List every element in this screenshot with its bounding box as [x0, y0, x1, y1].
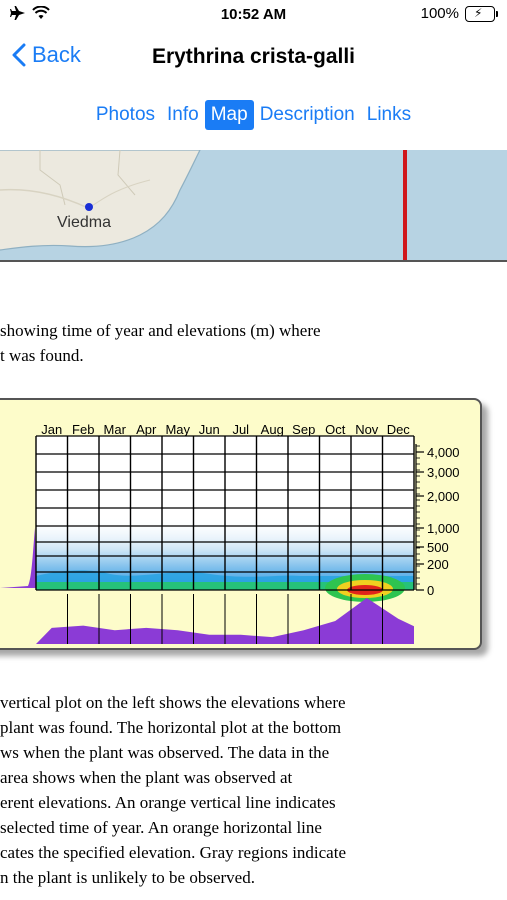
month-label: Mar	[104, 422, 127, 437]
elevation-time-chart: 4,000 3,000 2,000 1,000 500 200 0 Jan Feb Mar Apr…	[0, 422, 460, 644]
tab-map[interactable]: Map	[204, 100, 254, 130]
location-marker-icon[interactable]	[84, 202, 94, 212]
body-text-line: erent elevations. An orange vertical lin…	[0, 793, 336, 812]
page-title: Erythrina crista-galli	[151, 45, 356, 68]
map-graphic	[0, 150, 407, 260]
airplane-icon	[10, 6, 25, 20]
tab-photos[interactable]: Photos	[95, 104, 156, 125]
body-text-line: selected time of year. An orange horizon…	[0, 818, 322, 837]
month-label: Nov	[355, 422, 379, 437]
month-label: Apr	[136, 422, 157, 437]
month-label: Jun	[199, 422, 220, 437]
month-label: Feb	[72, 422, 94, 437]
tab-bar: Photos Info Map Description Links	[0, 100, 507, 130]
elevation-tick-label: 200	[427, 557, 449, 572]
body-text-line: vertical plot on the left shows the elev…	[0, 693, 346, 712]
tab-links[interactable]: Links	[366, 104, 412, 125]
status-icons-right: 100% ⚡	[420, 5, 498, 22]
wifi-icon	[32, 6, 50, 19]
month-label: Jan	[41, 422, 62, 437]
tab-info[interactable]: Info	[167, 104, 199, 125]
body-text-line: cates the specified elevation. Gray regi…	[0, 843, 346, 862]
month-label: Sep	[292, 422, 315, 437]
back-button[interactable]: Back	[12, 42, 81, 68]
body-text-line: area shows when the plant was observed a…	[0, 768, 293, 787]
elevation-axis: 4,000 3,000 2,000 1,000 500 200 0	[415, 444, 460, 598]
battery-icon: ⚡	[465, 5, 498, 22]
month-label: Oct	[325, 422, 346, 437]
chevron-left-icon	[12, 43, 26, 67]
observation-plot	[36, 594, 414, 644]
elevation-tick-label: 3,000	[427, 465, 460, 480]
elevation-tick-label: 1,000	[427, 521, 460, 536]
back-label: Back	[32, 42, 81, 67]
clock: 10:52 AM	[220, 6, 287, 23]
month-label: Jul	[232, 422, 249, 437]
body-text-line: ws when the plant was observed. The data…	[0, 743, 330, 762]
intro-text-line: showing time of year and elevations (m) …	[0, 321, 321, 340]
navigation-bar: Back Erythrina crista-galli	[0, 36, 507, 80]
body-text-line: plant was found. The horizontal plot at …	[0, 718, 342, 737]
month-label: May	[165, 422, 190, 437]
battery-percent: 100%	[420, 5, 459, 22]
body-text-line: n the plant is unlikely to be observed.	[0, 868, 255, 887]
month-label: Aug	[261, 422, 284, 437]
elevation-tick-label: 500	[427, 540, 449, 555]
intro-text-line: t was found.	[0, 346, 84, 365]
map-view[interactable]	[0, 150, 507, 262]
elevation-tick-label: 4,000	[427, 445, 460, 460]
month-axis: Jan Feb Mar Apr May Jun Jul Aug Sep Oct Nov Dec	[41, 422, 410, 437]
map-place-label: Viedma	[57, 214, 111, 231]
status-bar: 10:52 AM 100% ⚡	[0, 0, 507, 32]
chart-grid	[35, 435, 415, 591]
elevation-tick-label: 0	[427, 583, 434, 598]
elevation-tick-label: 2,000	[427, 489, 460, 504]
status-icons-left	[10, 5, 50, 21]
month-label: Dec	[387, 422, 411, 437]
left-elevation-plot	[0, 528, 36, 588]
tab-description[interactable]: Description	[259, 104, 355, 125]
